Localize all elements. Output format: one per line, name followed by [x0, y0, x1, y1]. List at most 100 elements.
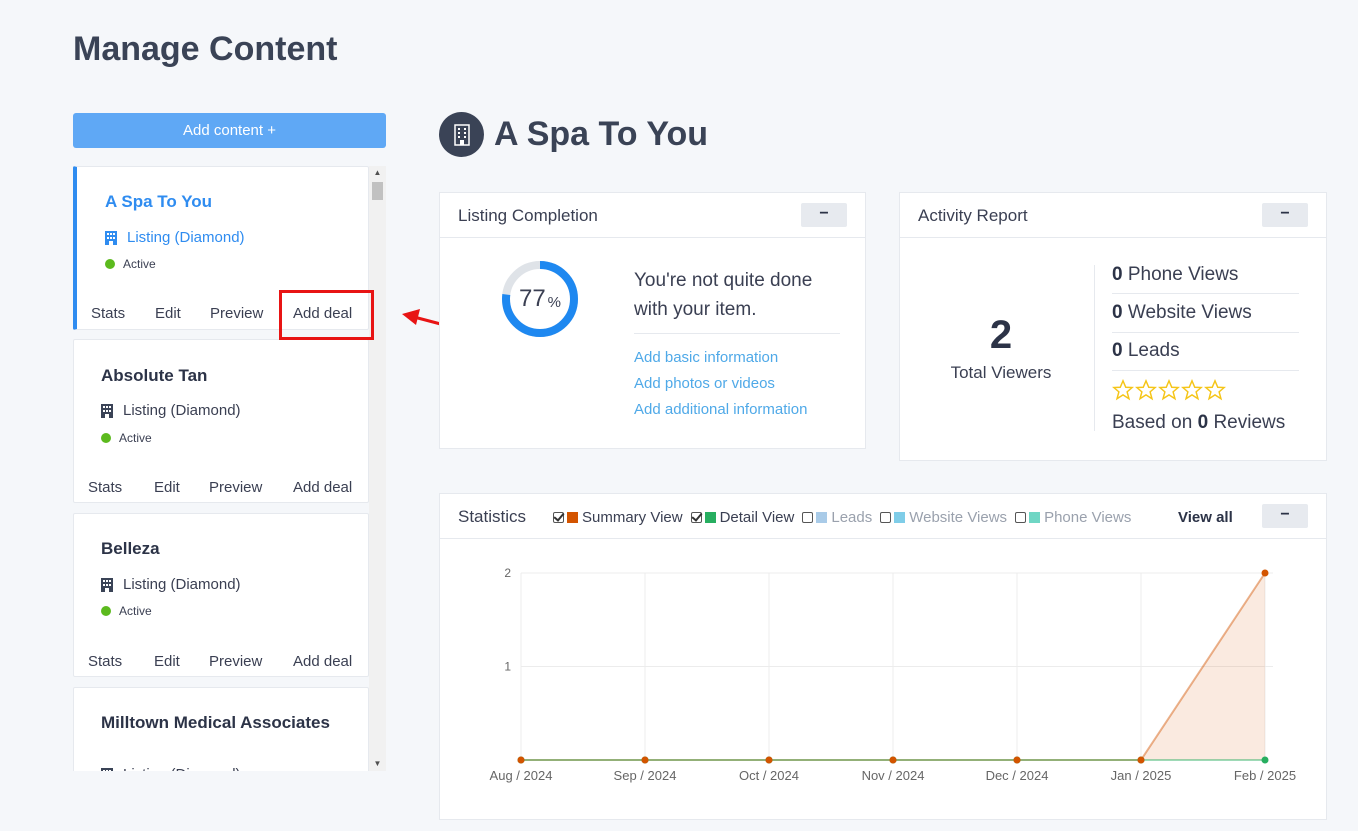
- preview-link[interactable]: Preview: [209, 479, 263, 496]
- x-tick-label: Oct / 2024: [739, 768, 799, 783]
- status-dot-icon: [105, 259, 115, 269]
- data-point: [1261, 569, 1269, 577]
- card-type-label[interactable]: Listing (Diamond): [123, 402, 241, 419]
- completion-percent: 77%: [500, 259, 580, 339]
- edit-link[interactable]: Edit: [154, 479, 180, 496]
- scroll-thumb[interactable]: [372, 182, 383, 200]
- content-card-belleza[interactable]: Belleza Listing (Diamond) Active Stats E…: [73, 513, 369, 677]
- card-status: Active: [101, 604, 152, 618]
- x-tick-label: Dec / 2024: [986, 768, 1049, 783]
- card-title[interactable]: Absolute Tan: [101, 366, 208, 385]
- data-point: [1137, 756, 1145, 764]
- add-deal-link[interactable]: Add deal: [293, 653, 353, 670]
- donut-progress: [502, 261, 578, 337]
- add-photos-link[interactable]: Add photos or videos: [634, 375, 775, 392]
- building-icon: [105, 230, 117, 245]
- card-type: Listing (Diamond): [101, 402, 241, 419]
- completion-percent-value: 77: [518, 285, 546, 312]
- leads-label: Leads: [1127, 340, 1180, 361]
- add-additional-info-link[interactable]: Add additional information: [634, 401, 808, 418]
- content-list-scroll: A Spa To You Listing (Diamond) Active St…: [73, 166, 369, 771]
- highlight-box-add-deal: [279, 290, 374, 340]
- card-type: Listing (Diamond): [101, 766, 241, 771]
- legend-checkbox[interactable]: [690, 512, 702, 523]
- add-deal-link[interactable]: Add deal: [293, 479, 353, 496]
- page-title: Manage Content: [73, 30, 338, 68]
- phone-views-count: 0: [1112, 264, 1123, 285]
- preview-link[interactable]: Preview: [209, 653, 263, 670]
- legend-swatch: [816, 512, 828, 523]
- reviews-suffix: Reviews: [1213, 412, 1286, 433]
- preview-link[interactable]: Preview: [210, 305, 264, 322]
- legend-checkbox[interactable]: [802, 512, 814, 523]
- website-views-count: 0: [1112, 302, 1123, 323]
- view-all-link[interactable]: View all: [1178, 509, 1233, 526]
- building-icon: [439, 112, 484, 157]
- x-tick-label: Sep / 2024: [614, 768, 677, 783]
- panel-title: Statistics: [458, 507, 527, 526]
- star-icon: [1204, 379, 1226, 401]
- star-icon: [1112, 379, 1134, 401]
- stats-link[interactable]: Stats: [88, 653, 123, 670]
- data-point: [889, 756, 897, 764]
- website-views-row: 0 Website Views: [1112, 302, 1252, 324]
- collapse-button[interactable]: −: [1262, 504, 1308, 528]
- data-point: [1013, 756, 1021, 764]
- add-content-button[interactable]: Add content +: [73, 113, 386, 148]
- data-point: [641, 756, 649, 764]
- card-title[interactable]: Milltown Medical Associates: [101, 713, 330, 732]
- card-title[interactable]: A Spa To You: [105, 192, 213, 211]
- card-type-label[interactable]: Listing (Diamond): [127, 229, 245, 246]
- legend-label: Summary View: [582, 509, 683, 526]
- rating-stars: [1112, 379, 1226, 401]
- legend-swatch: [567, 512, 578, 523]
- content-card-milltown-medical[interactable]: Milltown Medical Associates Listing (Dia…: [73, 687, 369, 771]
- y-tick-label: 2: [504, 566, 511, 580]
- card-status: Active: [101, 431, 152, 445]
- building-icon: [101, 403, 113, 418]
- card-status-label: Active: [123, 257, 156, 271]
- legend-item-phone-views[interactable]: Phone Views: [1015, 509, 1131, 526]
- collapse-button[interactable]: −: [801, 203, 847, 227]
- content-card-absolute-tan[interactable]: Absolute Tan Listing (Diamond) Active St…: [73, 339, 369, 503]
- content-card-a-spa-to-you[interactable]: A Spa To You Listing (Diamond) Active St…: [73, 166, 369, 330]
- list-scrollbar[interactable]: ▲ ▼: [369, 166, 386, 771]
- legend-checkbox[interactable]: [1015, 512, 1027, 523]
- listing-name: A Spa To You: [494, 115, 709, 153]
- stats-link[interactable]: Stats: [91, 305, 126, 322]
- card-type: Listing (Diamond): [105, 229, 245, 246]
- card-title[interactable]: Belleza: [101, 539, 160, 558]
- card-status: Active: [105, 257, 156, 271]
- legend-swatch: [704, 512, 716, 523]
- edit-link[interactable]: Edit: [155, 305, 181, 322]
- scroll-down-icon[interactable]: ▼: [373, 759, 382, 768]
- data-point: [517, 756, 525, 764]
- stats-link[interactable]: Stats: [88, 479, 123, 496]
- add-basic-info-link[interactable]: Add basic information: [634, 349, 779, 366]
- divider: [1112, 293, 1299, 294]
- legend-swatch: [1029, 512, 1041, 523]
- scroll-up-icon[interactable]: ▲: [373, 168, 382, 177]
- completion-percent-sign: %: [547, 293, 562, 311]
- panel-header: Activity Report −: [900, 193, 1326, 238]
- legend-label: Website Views: [909, 509, 1008, 526]
- completion-donut: [502, 261, 578, 337]
- legend-item-summary-view[interactable]: Summary View: [553, 509, 683, 526]
- divider: [634, 333, 840, 334]
- card-type-label[interactable]: Listing (Diamond): [123, 576, 241, 593]
- legend-label: Phone Views: [1044, 509, 1132, 526]
- legend-label: Detail View: [719, 509, 795, 526]
- legend-item-detail-view[interactable]: Detail View: [690, 509, 795, 526]
- collapse-button[interactable]: −: [1262, 203, 1308, 227]
- legend-checkbox[interactable]: [553, 512, 564, 523]
- phone-views-row: 0 Phone Views: [1112, 264, 1238, 286]
- legend-checkbox[interactable]: [880, 512, 892, 523]
- card-type-label[interactable]: Listing (Diamond): [123, 766, 241, 771]
- card-status-label: Active: [119, 604, 152, 618]
- edit-link[interactable]: Edit: [154, 653, 180, 670]
- y-tick-label: 1: [504, 660, 511, 674]
- add-deal-link[interactable]: Add deal: [293, 305, 353, 322]
- legend-item-leads[interactable]: Leads: [802, 509, 872, 526]
- star-icon: [1181, 379, 1203, 401]
- legend-item-website-views[interactable]: Website Views: [880, 509, 1007, 526]
